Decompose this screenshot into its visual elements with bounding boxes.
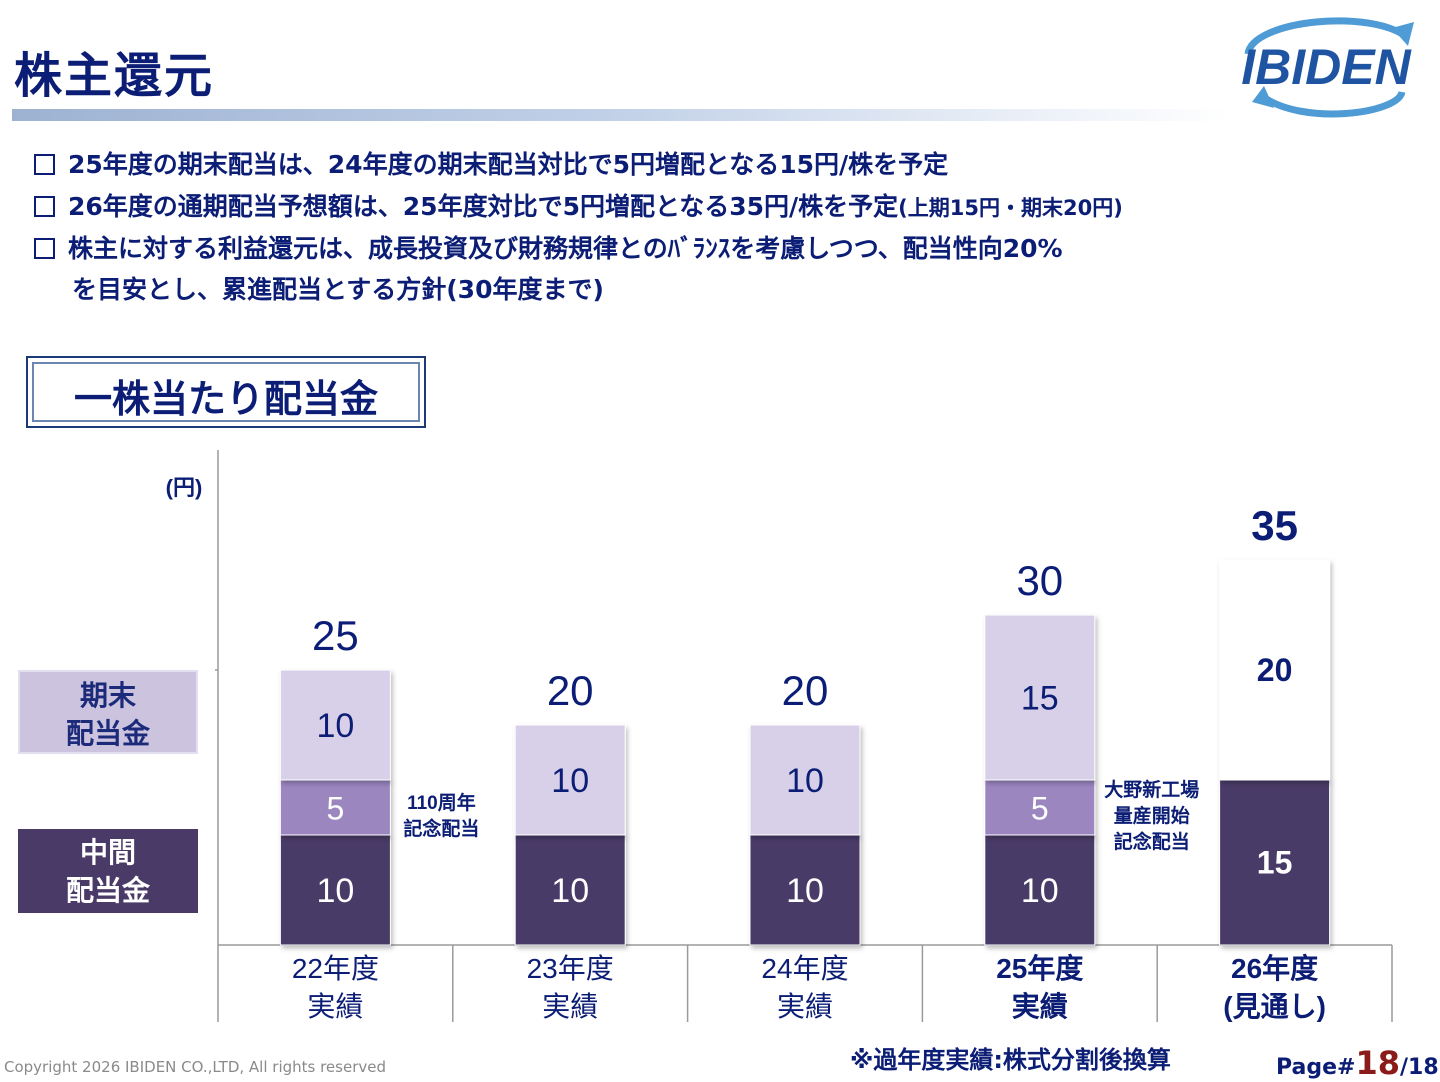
x-tick-label: 22年度 bbox=[292, 953, 379, 984]
x-tick-label: (見通し) bbox=[1223, 991, 1326, 1022]
bar-segment-final bbox=[279, 669, 391, 781]
bar-segment-final bbox=[749, 724, 861, 836]
footnote: ※過年度実績:株式分割後換算 bbox=[850, 1046, 1171, 1074]
data-label-commemorative: 5 bbox=[1031, 791, 1049, 827]
x-tick-label: 実績 bbox=[777, 991, 833, 1022]
data-label-interim: 15 bbox=[1257, 845, 1293, 881]
x-tick-label: 実績 bbox=[307, 991, 363, 1022]
legend-final-line2: 配当金 bbox=[65, 717, 150, 750]
x-tick-label: 実績 bbox=[1012, 990, 1068, 1022]
logo-text: IBIDEN bbox=[1241, 39, 1411, 95]
bar-segment-interim bbox=[1219, 779, 1331, 946]
checkbox-square-icon bbox=[34, 238, 55, 259]
bullet-3: 株主に対する利益還元は、成長投資及び財務規律とのﾊﾞﾗﾝｽを考慮しつつ、配当性向… bbox=[34, 229, 1063, 265]
bullet-1-text: 25年度の期末配当は、24年度の期末配当対比で5円増配となる15円/株を予定 bbox=[68, 150, 949, 179]
checkbox-square-icon bbox=[34, 196, 55, 217]
legend-interim-line2: 配当金 bbox=[65, 874, 150, 907]
total-label: 30 bbox=[1016, 557, 1063, 604]
bar-segment-commemorative bbox=[984, 779, 1096, 836]
legend-interim-dividend: 中間 配当金 bbox=[18, 829, 198, 913]
checkbox-square-icon bbox=[34, 154, 55, 175]
legend-final-line1: 期末 bbox=[79, 679, 136, 712]
data-label-interim: 10 bbox=[1021, 872, 1059, 910]
chart-axes bbox=[215, 450, 1393, 1022]
bullet-2-text: 26年度の通期配当予想額は、25年度対比で5円増配となる35円/株を予定 bbox=[68, 192, 899, 221]
total-label: 25 bbox=[312, 612, 359, 659]
commemorative-annotation: 記念配当 bbox=[1114, 830, 1190, 853]
data-label-interim: 10 bbox=[551, 872, 589, 910]
data-label-interim: 10 bbox=[786, 872, 824, 910]
bar-segment-interim bbox=[984, 834, 1096, 946]
legend-interim-line1: 中間 bbox=[79, 836, 136, 869]
data-label-final: 10 bbox=[551, 762, 589, 800]
total-label: 20 bbox=[547, 667, 594, 714]
commemorative-annotation: 記念配当 bbox=[403, 817, 479, 840]
commemorative-annotation: 110周年 bbox=[407, 791, 476, 814]
bar-segment-commemorative bbox=[279, 779, 391, 836]
bullet-3-text: 株主に対する利益還元は、成長投資及び財務規律とのﾊﾞﾗﾝｽを考慮しつつ、配当性向… bbox=[68, 234, 1063, 263]
page-prefix: Page# bbox=[1276, 1055, 1356, 1080]
copyright: Copyright 2026 IBIDEN CO.,LTD, All right… bbox=[4, 1058, 387, 1076]
bullet-2: 26年度の通期配当予想額は、25年度対比で5円増配となる35円/株を予定(上期1… bbox=[34, 187, 1123, 223]
bar-segment-final bbox=[1219, 559, 1331, 781]
data-label-final: 20 bbox=[1257, 652, 1293, 688]
section-title: 一株当たり配当金 bbox=[73, 377, 378, 421]
bullet-2-detail: (上期15円・期末20円) bbox=[898, 196, 1123, 220]
x-tick-label: 24年度 bbox=[761, 953, 848, 984]
x-tick-label: 25年度 bbox=[996, 952, 1083, 984]
data-label-interim: 10 bbox=[316, 872, 354, 910]
section-title-frame bbox=[26, 356, 426, 428]
ibiden-logo: IBIDEN bbox=[1241, 17, 1414, 118]
page-total: /18 bbox=[1400, 1055, 1439, 1080]
page-number: Page#18/18 bbox=[1276, 1044, 1439, 1082]
bullet-1: 25年度の期末配当は、24年度の期末配当対比で5円増配となる15円/株を予定 bbox=[34, 145, 948, 181]
x-tick-label: 23年度 bbox=[527, 953, 614, 984]
bullet-3-continuation: を目安とし、累進配当とする方針(30年度まで) bbox=[72, 275, 604, 304]
total-label: 35 bbox=[1251, 502, 1298, 549]
commemorative-annotation: 大野新工場 bbox=[1104, 778, 1199, 801]
y-axis-unit-label: (円) bbox=[166, 475, 203, 500]
x-tick-label: 実績 bbox=[542, 991, 598, 1022]
data-label-final: 10 bbox=[316, 707, 354, 745]
data-label-commemorative: 5 bbox=[327, 791, 345, 827]
bar-segment-final bbox=[984, 614, 1096, 781]
page-current: 18 bbox=[1355, 1044, 1401, 1082]
data-label-final: 10 bbox=[786, 762, 824, 800]
data-label-final: 15 bbox=[1021, 680, 1059, 718]
page-title: 株主還元 bbox=[14, 48, 215, 104]
bar-segment-final bbox=[514, 724, 626, 836]
x-tick-label: 26年度 bbox=[1231, 952, 1318, 984]
commemorative-annotation: 量産開始 bbox=[1114, 804, 1190, 827]
bar-segment-interim bbox=[514, 834, 626, 946]
bar-segment-interim bbox=[279, 834, 391, 946]
legend-final-dividend: 期末 配当金 bbox=[18, 670, 198, 754]
title-underline bbox=[12, 109, 1230, 121]
bar-segment-interim bbox=[749, 834, 861, 946]
chart-bars bbox=[279, 559, 1331, 946]
total-label: 20 bbox=[782, 667, 829, 714]
